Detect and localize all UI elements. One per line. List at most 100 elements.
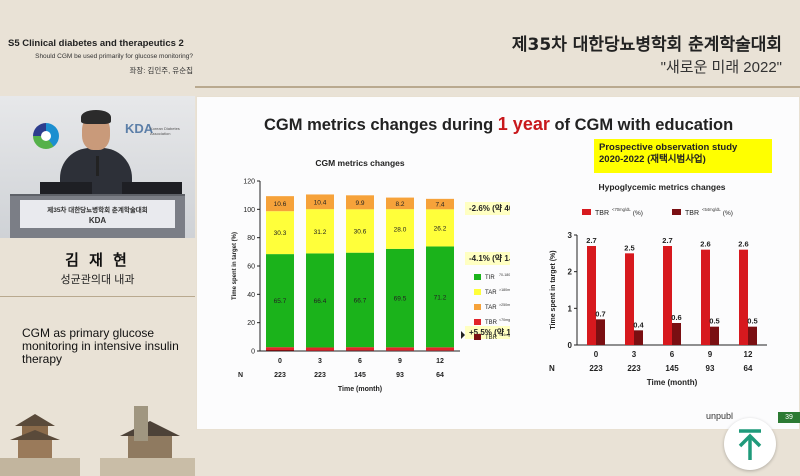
- annotation-arrow-icon: [461, 331, 465, 339]
- legend-label-sup: <70mg/dL: [499, 318, 510, 322]
- x-tick-label: 6: [358, 358, 362, 365]
- bar-segment: [306, 194, 334, 210]
- study-line2: 2020-2022 (재택시범사업): [599, 154, 706, 165]
- slide-title-highlight: 1 year: [497, 114, 550, 134]
- bar-data-label: 10.4: [314, 199, 327, 206]
- legend-label: TBR: [685, 210, 699, 217]
- x-tick-label: 3: [318, 358, 322, 365]
- bar-data-label: 30.3: [274, 230, 287, 237]
- x-tick-label: 12: [744, 350, 753, 359]
- bar-segment: [386, 347, 414, 351]
- speaker-divider: [0, 296, 195, 297]
- n-label: N: [549, 364, 555, 373]
- n-label: N: [238, 372, 243, 379]
- bar-segment: [346, 195, 374, 210]
- chairs: 좌장: 김인주, 유순집: [129, 66, 193, 75]
- session-subtitle: Should CGM be used primarily for glucose…: [35, 53, 193, 60]
- conference-subtitle: "새로운 미래 2022": [660, 59, 782, 76]
- monitor: [40, 182, 92, 194]
- bar-segment: [306, 253, 334, 348]
- bar-segment: [386, 248, 414, 348]
- annotation-highlight: [465, 252, 510, 265]
- n-value: 223: [314, 372, 326, 379]
- legend-label-unit: (%): [633, 210, 643, 217]
- header-divider: [195, 86, 800, 88]
- legend-label: TIR: [485, 275, 495, 281]
- bar-data-label: 65.7: [274, 298, 287, 305]
- bar: [672, 323, 681, 345]
- study-line1: Prospective observation study: [599, 142, 738, 153]
- y-tick-label: 80: [247, 235, 255, 242]
- bar: [596, 319, 605, 345]
- bar: [748, 326, 757, 345]
- bar-segment: [266, 347, 294, 351]
- bar: [710, 326, 719, 345]
- legend-label: TAR: [485, 305, 497, 311]
- n-value: 223: [627, 364, 641, 373]
- y-tick-label: 0: [568, 341, 573, 350]
- annotation-text: -2.6% (약 40분): [469, 203, 510, 213]
- scroll-to-top-button[interactable]: [724, 418, 776, 470]
- bar-segment: [346, 252, 374, 348]
- y-tick-label: 3: [568, 231, 573, 240]
- x-axis-label: Time (month): [338, 386, 382, 393]
- bar-segment: [386, 197, 414, 210]
- speaker-video: KDA Korean Diabetes Association 제35차 대한당…: [0, 96, 195, 238]
- session-title: S5 Clinical diabetes and therapeutics 2: [8, 38, 184, 49]
- podium-line2: KDA: [88, 216, 107, 225]
- conference-header: 제35차 대한당뇨병학회 춘계학술대회 "새로운 미래 2022": [512, 30, 782, 77]
- legend-swatch: [474, 289, 481, 295]
- bar: [625, 253, 634, 345]
- bar-data-label: 71.2: [434, 294, 447, 301]
- bar-data-label: 7.4: [435, 202, 444, 209]
- bar-data-label: 2.6: [738, 240, 748, 249]
- bar-data-label: 26.2: [434, 225, 447, 232]
- legend-label-sup: 70-180 mg/dL: [499, 273, 510, 277]
- bar-segment: [306, 347, 334, 351]
- bar-data-label: 66.4: [314, 298, 327, 305]
- legend-swatch: [474, 319, 481, 325]
- bar-segment: [306, 350, 334, 351]
- podium-line1: 제35차 대한당뇨병학회 춘계학술대회: [47, 207, 148, 214]
- bar-segment: [266, 196, 294, 212]
- monitor: [122, 182, 182, 194]
- bar-segment: [386, 350, 414, 351]
- bar-segment: [386, 209, 414, 249]
- chart-title: Hypoglycemic metrics changes: [598, 182, 725, 192]
- bar: [739, 249, 748, 345]
- slide-title-suffix: of CGM with education: [549, 116, 734, 134]
- bar-data-label: 2.6: [700, 240, 710, 249]
- legend-label-sup: <70mg/dL: [612, 207, 631, 212]
- kda-logo-caption: Korean Diabetes Association: [150, 126, 180, 136]
- society-logo-icon: [33, 123, 59, 149]
- bar-data-label: 2.7: [662, 236, 672, 245]
- bar: [634, 330, 643, 345]
- y-tick-label: 60: [247, 264, 255, 271]
- legend-label-sup: >250mg/dL: [499, 303, 510, 307]
- speaker-affiliation: 성균관의대 내과: [60, 274, 135, 286]
- x-axis-label: Time (month): [647, 378, 698, 387]
- hypoglycemic-metrics-chart: Hypoglycemic metrics changes TBR <70mg/dL(…: [549, 182, 767, 387]
- y-tick-label: 0: [251, 349, 255, 356]
- bar-data-label: 69.5: [394, 296, 407, 303]
- bar-data-label: 0.5: [747, 317, 757, 326]
- bar: [587, 246, 596, 345]
- bar-segment: [266, 211, 294, 255]
- n-value: 145: [665, 364, 679, 373]
- y-tick-label: 20: [247, 320, 255, 327]
- bar-data-label: 31.2: [314, 229, 327, 236]
- bar-data-label: 28.0: [394, 227, 407, 234]
- speaker-name: 김 재 현: [65, 252, 130, 269]
- x-tick-label: 6: [670, 350, 675, 359]
- bar-data-label: 0.6: [671, 313, 681, 322]
- legend-swatch: [582, 209, 591, 215]
- legend-label-sup: <54mg/dL: [499, 333, 510, 337]
- bar: [663, 246, 672, 345]
- bar-data-label: 2.7: [586, 236, 596, 245]
- bar-data-label: 66.7: [354, 297, 367, 304]
- n-value: 223: [274, 372, 286, 379]
- y-tick-label: 1: [568, 304, 573, 313]
- annotation-text: +5.5% (약 1시간 20분): [469, 327, 510, 337]
- x-tick-label: 9: [708, 350, 713, 359]
